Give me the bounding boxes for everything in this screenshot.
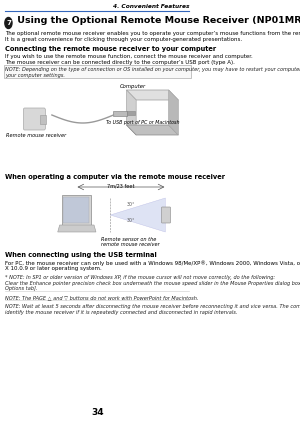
Polygon shape bbox=[169, 90, 178, 135]
Text: It is a great convenience for clicking through your computer-generated presentat: It is a great convenience for clicking t… bbox=[5, 37, 242, 42]
FancyBboxPatch shape bbox=[161, 207, 171, 223]
Text: 30°: 30° bbox=[127, 202, 135, 207]
Polygon shape bbox=[127, 90, 178, 100]
Text: For PC, the mouse receiver can only be used with a Windows 98/Me/XP®, Windows 20: For PC, the mouse receiver can only be u… bbox=[5, 260, 300, 266]
Text: identify the mouse receiver if it is repeatedly connected and disconnected in ra: identify the mouse receiver if it is rep… bbox=[5, 310, 238, 314]
Text: 7: 7 bbox=[6, 20, 11, 26]
Text: To USB port of PC or Macintosh: To USB port of PC or Macintosh bbox=[106, 120, 179, 125]
Polygon shape bbox=[127, 90, 136, 135]
Text: NOTE: Depending on the type of connection or OS installed on your computer, you : NOTE: Depending on the type of connectio… bbox=[5, 67, 300, 72]
Text: NOTE: The PAGE △ and ▽ buttons do not work with PowerPoint for Macintosh.: NOTE: The PAGE △ and ▽ buttons do not wo… bbox=[5, 295, 199, 300]
Polygon shape bbox=[61, 195, 91, 225]
Polygon shape bbox=[110, 198, 165, 232]
FancyBboxPatch shape bbox=[63, 197, 89, 223]
Text: Clear the Enhance pointer precision check box underneath the mouse speed slider : Clear the Enhance pointer precision chec… bbox=[5, 280, 300, 286]
Text: Using the Optional Remote Mouse Receiver (NP01MR): Using the Optional Remote Mouse Receiver… bbox=[14, 16, 300, 25]
Polygon shape bbox=[127, 125, 178, 135]
Text: The optional remote mouse receiver enables you to operate your computer’s mouse : The optional remote mouse receiver enabl… bbox=[5, 31, 300, 36]
Text: 34: 34 bbox=[91, 408, 103, 417]
Text: Options tab].: Options tab]. bbox=[5, 286, 38, 291]
FancyBboxPatch shape bbox=[23, 108, 45, 130]
Text: When operating a computer via the remote mouse receiver: When operating a computer via the remote… bbox=[5, 174, 225, 180]
Text: Remote mouse receiver: Remote mouse receiver bbox=[7, 133, 67, 138]
FancyBboxPatch shape bbox=[113, 111, 127, 116]
Text: NOTE: Wait at least 5 seconds after disconnecting the mouse receiver before reco: NOTE: Wait at least 5 seconds after disc… bbox=[5, 304, 300, 309]
Text: Remote sensor on the: Remote sensor on the bbox=[100, 237, 156, 242]
Text: 30°: 30° bbox=[127, 218, 135, 223]
Text: Computer: Computer bbox=[120, 84, 146, 89]
Polygon shape bbox=[58, 225, 96, 232]
Text: * NOTE: In SP1 or older version of Windows XP, if the mouse cursor will not move: * NOTE: In SP1 or older version of Windo… bbox=[5, 275, 275, 280]
Text: If you wish to use the remote mouse function, connect the mouse receiver and com: If you wish to use the remote mouse func… bbox=[5, 54, 253, 59]
Text: your computer settings.: your computer settings. bbox=[5, 72, 65, 77]
Text: The mouse receiver can be connected directly to the computer’s USB port (type A): The mouse receiver can be connected dire… bbox=[5, 60, 235, 65]
Text: 4. Convenient Features: 4. Convenient Features bbox=[113, 4, 189, 9]
FancyBboxPatch shape bbox=[127, 111, 135, 115]
Text: When connecting using the USB terminal: When connecting using the USB terminal bbox=[5, 252, 157, 258]
Text: 7m/23 feet: 7m/23 feet bbox=[107, 183, 134, 188]
FancyBboxPatch shape bbox=[4, 65, 191, 78]
Circle shape bbox=[5, 17, 12, 28]
FancyBboxPatch shape bbox=[40, 115, 46, 124]
Text: X 10.0.9 or later operating system.: X 10.0.9 or later operating system. bbox=[5, 266, 102, 271]
Text: Connecting the remote mouse receiver to your computer: Connecting the remote mouse receiver to … bbox=[5, 46, 216, 52]
Text: remote mouse receiver: remote mouse receiver bbox=[100, 242, 159, 247]
